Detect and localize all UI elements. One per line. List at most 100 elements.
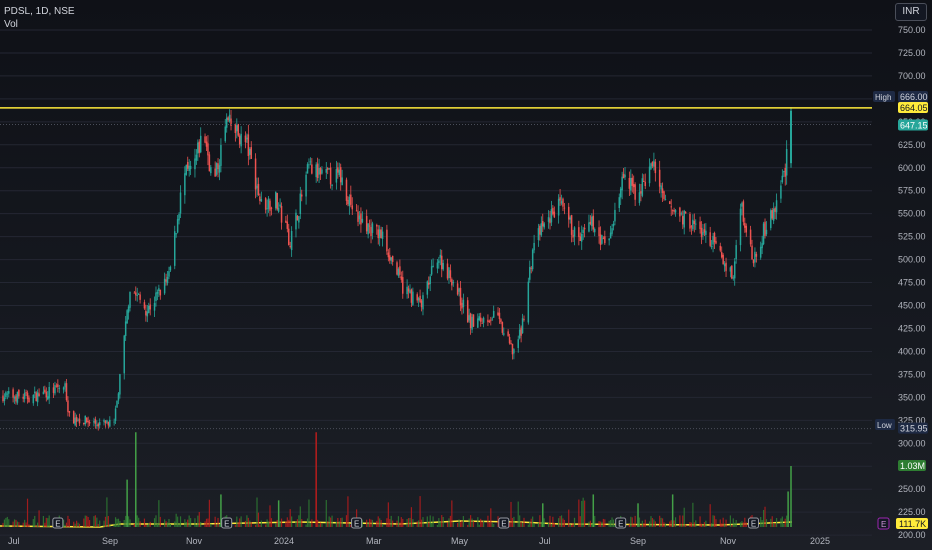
volume-bar xyxy=(86,515,88,527)
candle-body xyxy=(482,317,485,323)
candle-body xyxy=(426,281,429,295)
candle-body xyxy=(179,192,182,214)
candle-body xyxy=(396,262,398,275)
candle-body xyxy=(45,391,48,398)
candle-body xyxy=(361,218,364,223)
y-axis-tick-label: 425.00 xyxy=(898,323,926,333)
candle-body xyxy=(599,234,602,245)
earnings-marker-icon: E xyxy=(351,517,363,529)
candle-body xyxy=(207,143,209,156)
candle-body xyxy=(68,411,71,413)
volume-bar xyxy=(48,515,50,527)
candle-body xyxy=(389,255,391,261)
volume-bar xyxy=(462,516,464,527)
candle-body xyxy=(759,246,762,258)
volume-bar xyxy=(402,518,404,527)
volume-bar xyxy=(563,519,566,527)
candle-body xyxy=(420,300,423,308)
volume-bar xyxy=(96,517,98,527)
currency-button[interactable]: INR xyxy=(895,3,927,21)
candle-body xyxy=(189,165,192,170)
volume-bar xyxy=(117,518,120,527)
volume-bar xyxy=(651,518,654,527)
candle-body xyxy=(530,267,532,269)
volume-bar xyxy=(99,520,101,527)
volume-bar xyxy=(97,523,99,527)
volume-bar xyxy=(410,507,413,527)
volume-value-badge-text: 1.03M xyxy=(900,461,925,471)
candle-body xyxy=(329,167,332,185)
volume-bar xyxy=(377,516,379,527)
volume-bar xyxy=(190,518,192,527)
candle-body xyxy=(751,245,753,260)
volume-bar xyxy=(168,518,170,527)
candle-body xyxy=(316,163,319,178)
candle-body xyxy=(367,223,369,235)
candle-body xyxy=(230,118,232,126)
y-axis-tick-label: 300.00 xyxy=(898,438,926,448)
volume-bar xyxy=(113,523,115,527)
volume-bar xyxy=(331,515,333,527)
candle-body xyxy=(254,158,257,190)
candle-body xyxy=(308,164,310,166)
volume-bar xyxy=(517,501,519,527)
candle-body xyxy=(365,215,368,232)
candle-body xyxy=(598,227,600,237)
volume-bar xyxy=(165,521,167,527)
volume-bar xyxy=(104,516,107,527)
volume-bar xyxy=(553,522,555,527)
ma-earnings-icon: E xyxy=(881,520,886,529)
candle-body xyxy=(442,262,444,270)
candle-body xyxy=(57,384,59,388)
candle-body xyxy=(492,311,495,318)
volume-bar xyxy=(630,516,632,527)
candle-body xyxy=(371,223,374,233)
candle-body xyxy=(298,216,300,223)
volume-bar xyxy=(719,519,721,527)
candle-body xyxy=(520,327,522,336)
volume-bar xyxy=(15,519,17,527)
x-axis-tick-label: 2024 xyxy=(274,536,294,546)
volume-bar xyxy=(539,515,541,527)
volume-bar xyxy=(260,520,262,527)
volume-bar xyxy=(338,521,340,527)
candle-body xyxy=(54,385,56,394)
candle-body xyxy=(527,281,530,323)
candle-body xyxy=(569,217,571,220)
candle-body xyxy=(326,168,329,170)
volume-bar xyxy=(3,519,6,527)
volume-indicator-label[interactable]: Vol xyxy=(4,19,18,30)
x-axis-tick-label: 2025 xyxy=(810,536,830,546)
volume-bar xyxy=(679,515,681,527)
volume-bar xyxy=(125,515,127,527)
candle-body xyxy=(487,319,489,323)
candle-body xyxy=(155,292,157,301)
volume-bar xyxy=(537,522,540,527)
candle-body xyxy=(497,312,499,316)
candle-body xyxy=(42,391,45,395)
volume-bar xyxy=(703,522,706,527)
candle-body xyxy=(739,208,742,246)
candle-body xyxy=(227,117,229,121)
volume-bar xyxy=(24,519,26,527)
volume-bar xyxy=(581,500,583,527)
candle-body xyxy=(6,393,9,395)
volume-bar xyxy=(68,518,70,527)
candle-body xyxy=(78,418,81,424)
candle-body xyxy=(406,286,408,295)
volume-bar xyxy=(217,517,219,527)
volume-bar xyxy=(26,498,29,527)
candle-body xyxy=(644,181,646,187)
volume-bar xyxy=(674,517,677,527)
volume-bar xyxy=(773,522,775,527)
volume-bar xyxy=(661,518,664,527)
volume-bar xyxy=(418,520,420,527)
candle-body xyxy=(491,318,494,320)
candle-body xyxy=(315,164,317,178)
y-axis-tick-label: 375.00 xyxy=(898,369,926,379)
volume-bar xyxy=(660,517,662,527)
volume-bar xyxy=(239,518,241,527)
volume-bar xyxy=(306,518,309,527)
candle-body xyxy=(402,277,404,294)
